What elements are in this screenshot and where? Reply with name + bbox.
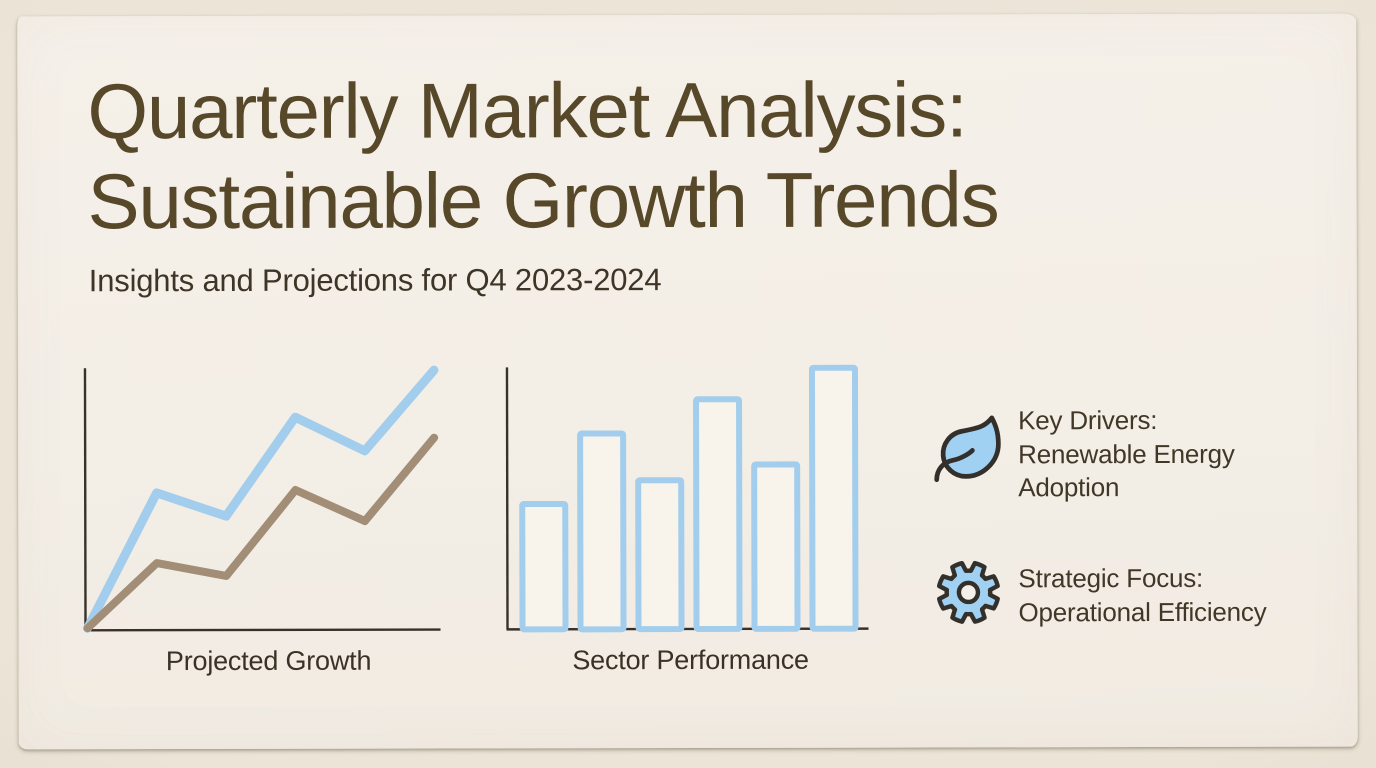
line-series-upper-trend [83,365,439,633]
insight-text: Strategic Focus: Operational Efficiency [1018,562,1266,630]
bar [751,461,801,632]
gear-hole [956,580,981,605]
bar [635,477,685,633]
insight-line: Strategic Focus: [1018,562,1204,594]
insight-line: Operational Efficiency [1018,596,1267,627]
insight-text: Key Drivers: Renewable Energy Adoption [1018,404,1235,505]
bar-chart-label: Sector Performance [572,644,809,676]
insight-operational-efficiency: Strategic Focus: Operational Efficiency [934,558,1267,630]
insight-line: Key Drivers: [1018,405,1158,436]
page-title: Quarterly Market Analysis: Sustainable G… [87,65,999,246]
insight-line: Renewable Energy [1018,438,1235,469]
bar-chart: Sector Performance [500,364,881,677]
insight-line: Adoption [1018,472,1120,503]
leaf-icon [930,410,1018,505]
bar [808,364,859,632]
bar [577,430,627,633]
bar-series-group [519,364,859,633]
line-series-lower-trend [83,433,439,633]
gear-icon [934,558,1018,629]
y-axis [83,368,87,631]
line-chart-plot [83,365,441,633]
line-chart-label: Projected Growth [165,645,372,677]
line-chart: Projected Growth [78,365,459,677]
page-subtitle: Insights and Projections for Q4 2023-202… [88,262,662,299]
x-axis [84,628,441,632]
line-series-group [83,365,439,633]
bar [519,500,569,633]
slide-paper: Quarterly Market Analysis: Sustainable G… [17,13,1358,750]
bar-chart-plot [505,364,869,633]
y-axis [505,367,509,630]
insight-renewable-energy: Key Drivers: Renewable Energy Adoption [930,405,1235,505]
bar [693,396,743,632]
